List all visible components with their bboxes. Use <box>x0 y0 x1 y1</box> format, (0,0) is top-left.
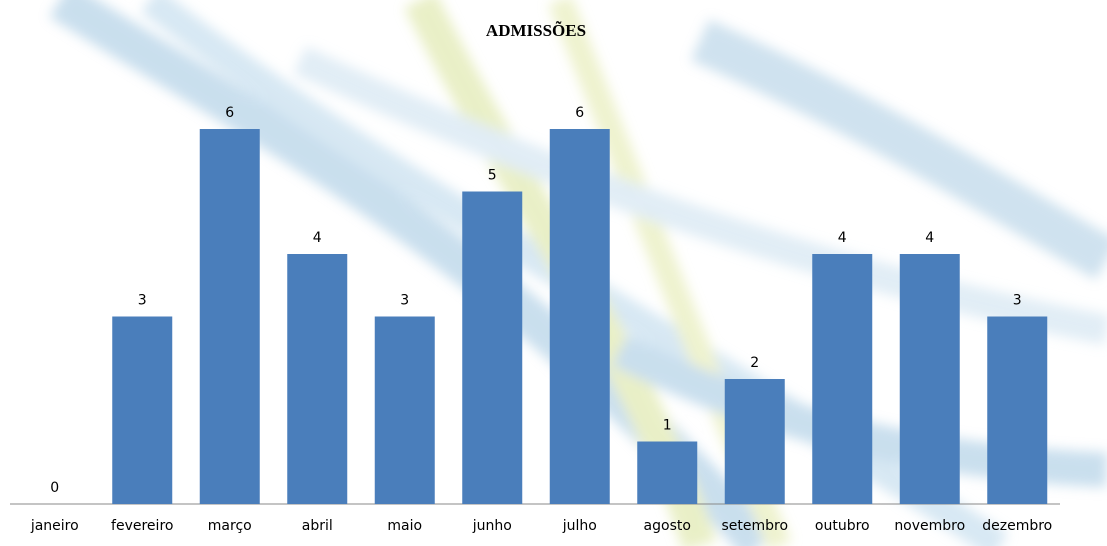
bar <box>549 129 610 504</box>
data-label: 4 <box>313 230 322 246</box>
bar <box>987 316 1048 504</box>
x-tick-label: novembro <box>894 518 965 534</box>
data-label: 2 <box>750 355 759 371</box>
data-label: 6 <box>225 105 234 121</box>
data-label: 6 <box>575 105 584 121</box>
data-label: 5 <box>488 168 497 184</box>
bar <box>899 254 960 504</box>
bar <box>724 379 785 504</box>
data-label: 3 <box>138 293 147 309</box>
data-label: 4 <box>838 230 847 246</box>
bar <box>637 441 698 504</box>
bar <box>374 316 435 504</box>
bar <box>112 316 173 504</box>
x-tick-label: julho <box>562 518 597 534</box>
data-label: 3 <box>400 293 409 309</box>
x-tick-label: dezembro <box>982 518 1052 534</box>
data-label: 0 <box>50 480 59 496</box>
x-tick-label: outubro <box>815 518 870 534</box>
data-label: 3 <box>1013 293 1022 309</box>
x-tick-label: setembro <box>721 518 788 534</box>
bar <box>812 254 873 504</box>
x-tick-label: agosto <box>644 518 691 534</box>
x-tick-label: fevereiro <box>111 518 173 534</box>
x-tick-label: abril <box>302 518 333 534</box>
x-tick-label: junho <box>472 518 512 534</box>
data-label: 1 <box>663 418 672 434</box>
x-tick-label: março <box>208 518 252 534</box>
chart-title: ADMISSÕES <box>486 20 586 40</box>
x-tick-label: janeiro <box>30 518 79 534</box>
bar <box>199 129 260 504</box>
bar <box>287 254 348 504</box>
x-tick-label: maio <box>387 518 422 534</box>
data-label: 4 <box>925 230 934 246</box>
bar <box>462 191 523 504</box>
